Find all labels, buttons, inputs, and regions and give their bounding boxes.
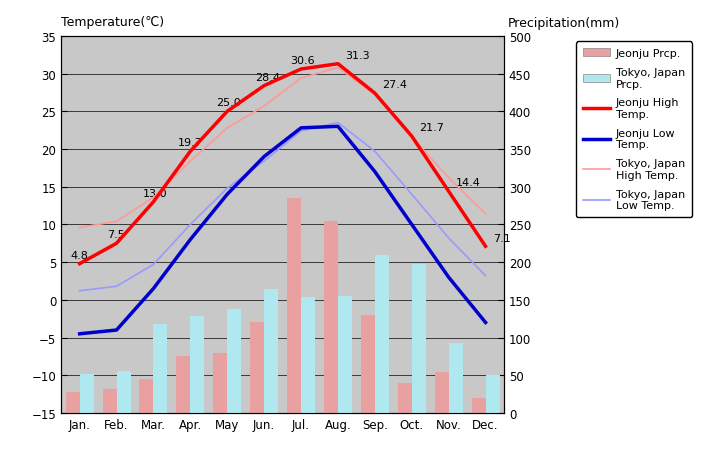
Bar — [80, 374, 94, 413]
Bar — [435, 372, 449, 413]
Bar — [301, 297, 315, 413]
Bar — [228, 309, 241, 413]
Bar — [140, 379, 153, 413]
Text: 7.1: 7.1 — [493, 233, 510, 243]
Text: 31.3: 31.3 — [346, 51, 370, 61]
Bar — [412, 265, 426, 413]
Bar — [264, 289, 278, 413]
Legend: Jeonju Prcp., Tokyo, Japan
Prcp., Jeonju High
Temp., Jeonju Low
Temp., Tokyo, Ja: Jeonju Prcp., Tokyo, Japan Prcp., Jeonju… — [576, 42, 692, 218]
Bar — [117, 371, 130, 413]
Bar — [153, 324, 168, 413]
Bar — [287, 199, 301, 413]
Text: 25.0: 25.0 — [216, 98, 241, 108]
Bar — [66, 392, 80, 413]
Text: 21.7: 21.7 — [419, 123, 444, 133]
Text: Temperature(℃): Temperature(℃) — [61, 16, 164, 29]
Bar — [338, 297, 352, 413]
Bar — [375, 255, 389, 413]
Bar — [397, 383, 412, 413]
Bar — [361, 315, 375, 413]
Text: 27.4: 27.4 — [382, 80, 408, 90]
Bar — [472, 398, 485, 413]
Text: 14.4: 14.4 — [456, 178, 481, 188]
Bar — [176, 357, 190, 413]
Bar — [485, 375, 500, 413]
Text: 30.6: 30.6 — [290, 56, 315, 66]
Text: 13.0: 13.0 — [143, 189, 167, 199]
Text: 19.7: 19.7 — [177, 138, 202, 148]
Text: 4.8: 4.8 — [71, 250, 89, 260]
Text: Precipitation(mm): Precipitation(mm) — [508, 17, 620, 30]
Text: 7.5: 7.5 — [107, 230, 125, 240]
Text: 28.4: 28.4 — [255, 73, 280, 83]
Bar — [324, 221, 338, 413]
Bar — [250, 323, 264, 413]
Bar — [190, 317, 204, 413]
Bar — [102, 389, 117, 413]
Bar — [213, 353, 228, 413]
Bar — [449, 343, 463, 413]
